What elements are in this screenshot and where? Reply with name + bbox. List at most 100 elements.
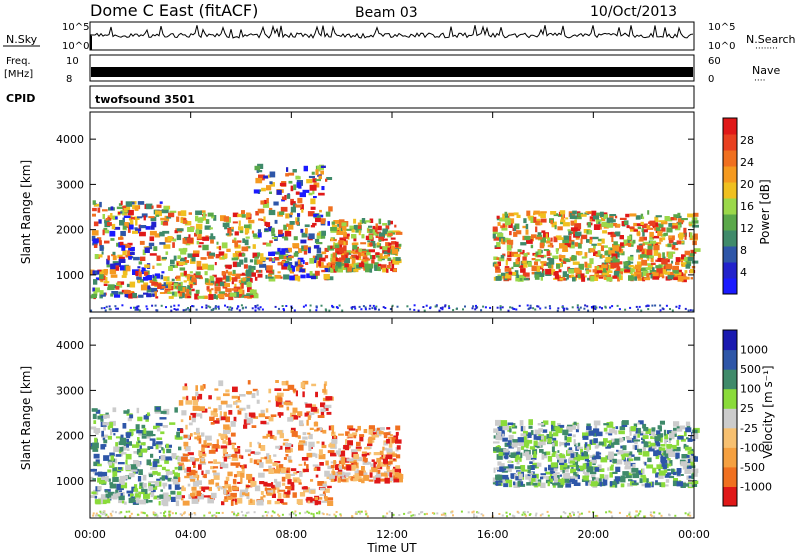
echo-cell [604,306,607,309]
echo-cell [357,252,361,259]
echo-cell [526,511,529,514]
echo-cell [215,283,219,286]
echo-cell [422,306,425,308]
echo-cell [531,271,537,275]
echo-cell [324,404,332,409]
nsky-tick-top-right: 10^5 [708,22,735,33]
echo-cell [692,240,697,246]
echo-cell [242,238,245,243]
echo-cell [584,261,588,268]
echo-cell [572,261,580,265]
echo-cell [223,253,228,259]
echo-cell [133,306,135,309]
echo-cell [175,308,178,311]
echo-cell [149,253,157,256]
echo-cell [591,210,597,217]
echo-cell [174,407,178,413]
y-tick-label: 3000 [56,178,84,191]
echo-cell [218,291,225,294]
echo-cell [362,252,368,258]
echo-cell [107,491,115,496]
echo-cell [534,464,537,469]
echo-cell [326,177,333,180]
echo-cell [92,207,97,212]
echo-cell [333,513,336,516]
echo-cell [634,515,637,518]
echo-cell [192,305,195,308]
echo-cell [327,485,332,489]
echo-cell [169,422,176,425]
echo-cell [511,266,514,270]
echo-cell [128,256,132,260]
echo-cell [689,309,692,312]
echo-cell [183,260,190,263]
echo-cell [227,227,231,234]
echo-cell [630,228,637,232]
echo-cell [319,209,322,213]
echo-cell [298,420,304,426]
echo-cell [98,219,102,224]
echo-cell [171,278,175,282]
echo-cell [215,482,220,487]
echo-cell [667,468,671,471]
echo-cell [535,226,538,233]
echo-cell [541,453,545,460]
echo-cell [229,442,237,445]
echo-cell [570,274,575,279]
echo-cell [581,479,586,482]
echo-cell [577,454,585,461]
echo-cell [373,428,378,433]
echo-cell [492,226,498,232]
echo-cell [683,227,687,234]
echo-cell [357,470,364,476]
echo-cell [111,291,119,295]
echo-cell [534,261,538,266]
echo-cell [257,208,265,214]
echo-cell [605,256,611,263]
echo-cell [614,430,618,435]
echo-cell [374,265,378,271]
echo-cell [208,406,211,409]
echo-cell [150,216,157,222]
echo-cell [396,454,401,459]
echo-cell [318,454,326,460]
echo-cell [210,422,215,425]
echo-cell [195,275,203,278]
echo-cell [673,247,679,251]
echo-cell [657,223,664,229]
echo-cell [550,220,554,225]
echo-cell [217,307,220,310]
echo-cell [192,399,199,406]
echo-cell [607,454,615,460]
echo-cell [669,433,675,438]
echo-cell [375,227,378,233]
echo-cell [126,444,129,448]
echo-cell [528,472,534,475]
echo-cell [316,260,320,265]
echo-cell [118,495,125,501]
echo-cell [593,307,596,310]
echo-cell [361,234,365,239]
freq-panel: Freq. [MHz] 10 8 60 0 Nave ···· [4,54,780,86]
echo-cell [365,220,371,223]
echo-cell [254,306,257,309]
echo-cell [260,496,264,503]
echo-cell [333,220,341,224]
echo-cell [412,514,415,517]
echo-cell [623,239,628,245]
echo-cell [372,225,376,232]
echo-cell [177,255,181,260]
echo-cell [215,254,221,259]
echo-cell [300,382,305,388]
echo-cell [368,479,374,482]
echo-cell [572,424,577,430]
echo-cell [164,510,167,513]
echo-cell [182,247,188,252]
colorbar-segment [723,278,737,295]
echo-cell [217,305,220,308]
echo-cell [187,285,191,290]
echo-cell [589,455,593,458]
echo-cell [335,511,338,513]
echo-cell [269,171,276,178]
echo-cell [93,291,98,296]
